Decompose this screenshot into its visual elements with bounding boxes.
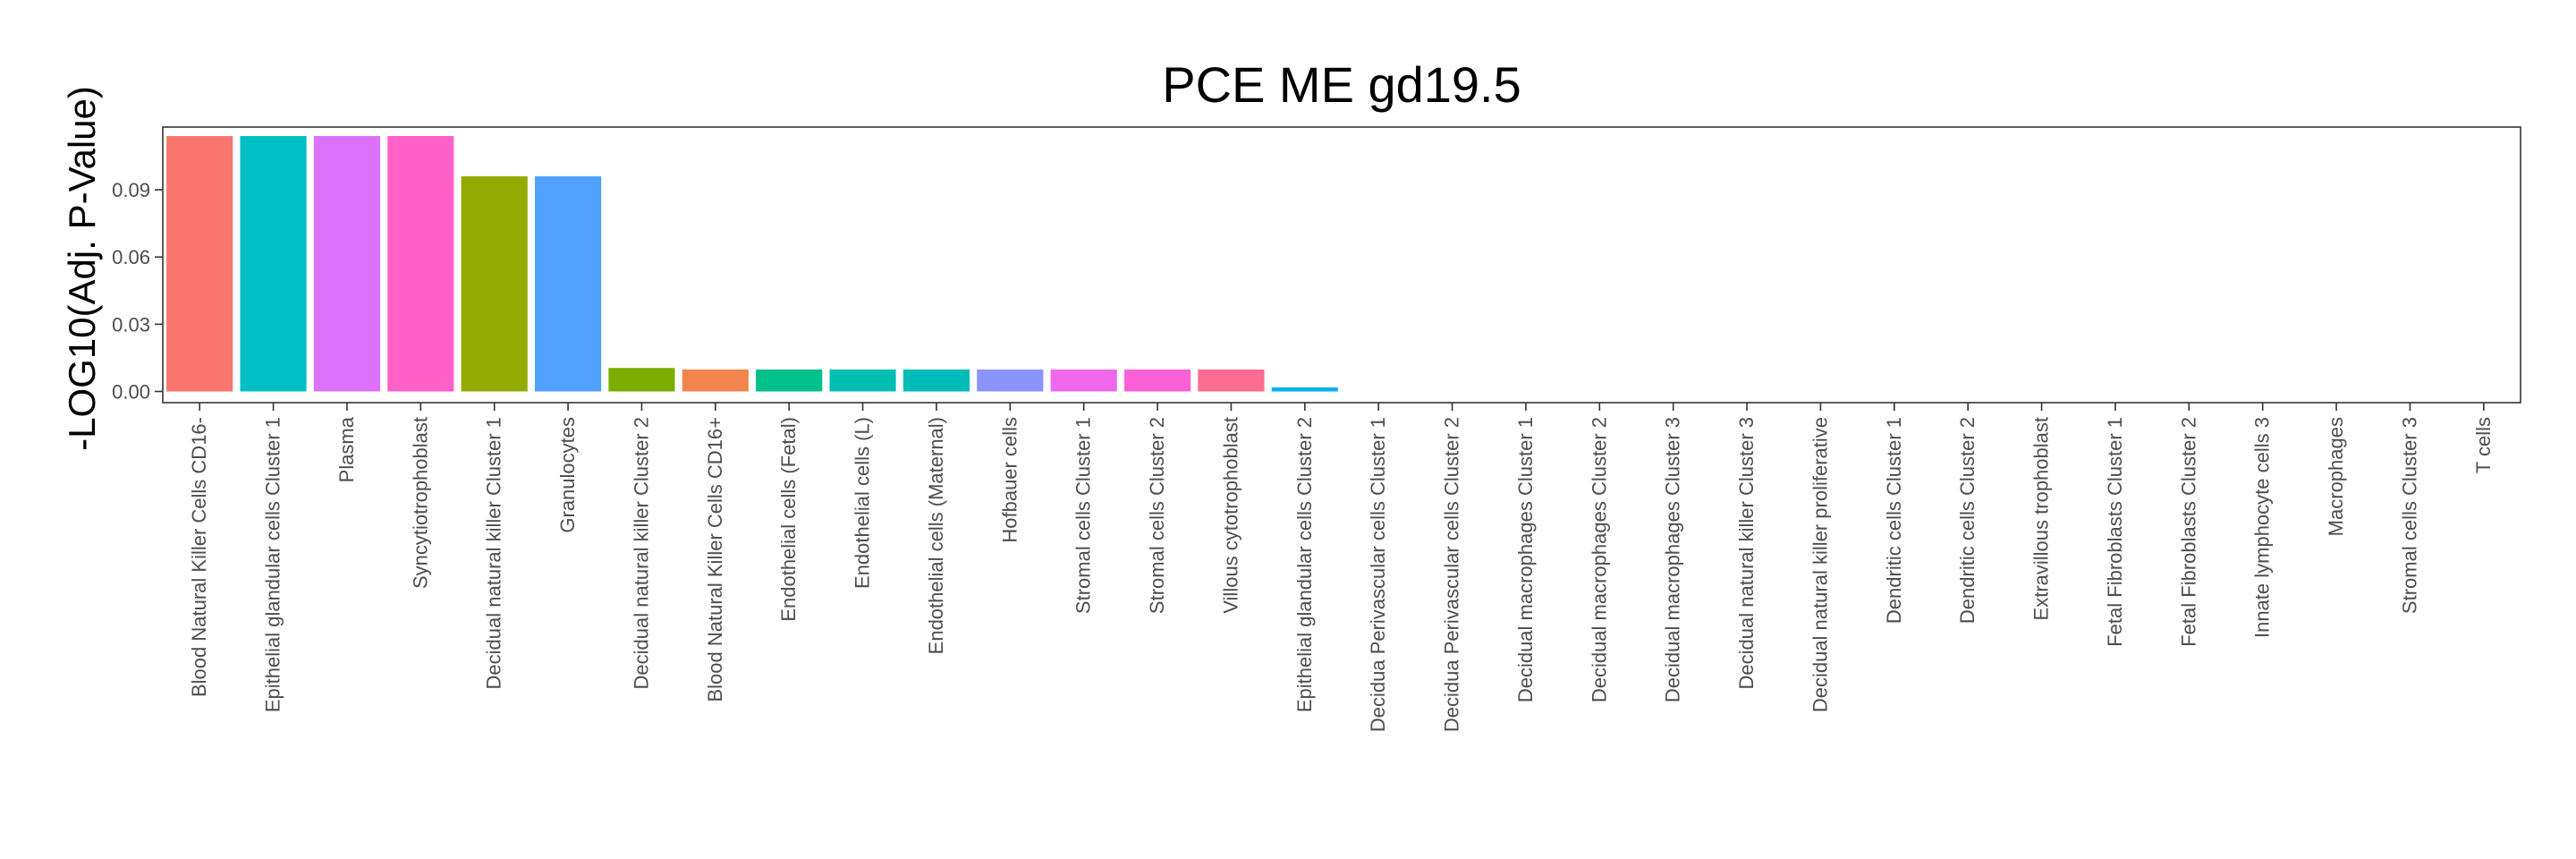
plot-panel-border	[162, 126, 2521, 404]
x-tick-label: Decidual natural killer proliferative	[1809, 417, 1831, 712]
bar-14	[1198, 369, 1265, 392]
x-tick-label: Dendritic cells Cluster 2	[1956, 417, 1979, 624]
x-tick-label: Decidual natural killer Cluster 1	[483, 417, 505, 689]
y-axis-label: -LOG10(Adj. P-Value)	[61, 86, 103, 451]
chart-title: PCE ME gd19.5	[1162, 56, 1521, 113]
bar-0	[166, 136, 233, 392]
x-tick-label: Endothelial cells (Fetal)	[777, 417, 800, 622]
x-tick-label: Decidua Perivascular cells Cluster 1	[1367, 417, 1389, 732]
x-tick-label: Decidual natural killer Cluster 2	[630, 417, 652, 689]
bar-9	[829, 369, 896, 392]
bar-7	[682, 369, 749, 392]
x-tick-label: Stromal cells Cluster 1	[1072, 417, 1095, 614]
x-tick-label: Epithelial glandular cells Cluster 1	[262, 417, 284, 712]
x-tick-label: Extravillous trophoblast	[2030, 417, 2053, 620]
x-tick-label: Dendritic cells Cluster 1	[1883, 417, 1905, 624]
x-tick-label: Macrophages	[2325, 417, 2347, 536]
x-tick-label: Villous cytotrophoblast	[1219, 417, 1241, 614]
x-tick-label: Stromal cells Cluster 2	[1146, 417, 1168, 614]
x-tick-label: Endothelial cells (Maternal)	[925, 417, 947, 654]
bar-8	[756, 369, 823, 392]
x-tick-label: Syncytiotrophoblast	[409, 417, 431, 589]
x-tick-label: Innate lymphocyte cells 3	[2251, 417, 2274, 638]
bar-6	[608, 368, 675, 392]
x-tick-label: Epithelial glandular cells Cluster 2	[1293, 417, 1316, 712]
x-tick-label: Decidual macrophages Cluster 3	[1662, 417, 1684, 702]
x-tick-label: T cells	[2472, 417, 2495, 473]
y-tick-label: 0.00	[112, 380, 150, 403]
y-axis: 0.00 0.03 0.06 0.09	[112, 179, 163, 403]
x-tick-label: Decidual natural killer Cluster 3	[1735, 417, 1758, 689]
x-tick-label: Blood Natural Killer Cells CD16+	[704, 417, 726, 702]
x-tick-label: Endothelial cells (L)	[852, 417, 874, 589]
x-tick-label: Decidual macrophages Cluster 1	[1514, 417, 1537, 702]
bar-11	[977, 369, 1044, 392]
bar-4	[461, 176, 528, 392]
bar-5	[534, 176, 602, 392]
x-tick-label: Decidua Perivascular cells Cluster 2	[1441, 417, 1463, 732]
y-tick-label: 0.03	[112, 313, 150, 336]
bar-10	[902, 369, 970, 392]
x-tick-label: Blood Natural Killer Cells CD16-	[188, 417, 210, 697]
bar-2	[313, 136, 381, 392]
x-tick-label: Plasma	[335, 416, 358, 482]
x-tick-label: Fetal Fibroblasts Cluster 1	[2104, 417, 2126, 647]
y-tick-label: 0.06	[112, 246, 150, 268]
x-tick-label: Fetal Fibroblasts Cluster 2	[2177, 417, 2199, 647]
bar-15	[1271, 387, 1338, 392]
bar-3	[387, 136, 454, 392]
x-tick-label: Stromal cells Cluster 3	[2398, 417, 2420, 614]
bar-12	[1050, 369, 1117, 392]
x-tick-label: Decidual macrophages Cluster 2	[1588, 417, 1610, 702]
x-tick-label: Hofbauer cells	[998, 417, 1021, 543]
y-tick-label: 0.09	[112, 179, 150, 201]
bars-group	[166, 136, 1338, 392]
bar-1	[240, 136, 307, 392]
x-tick-label: Granulocytes	[556, 417, 579, 533]
x-axis: Blood Natural Killer Cells CD16- Epitheli…	[188, 403, 2495, 732]
bar-13	[1123, 369, 1191, 392]
